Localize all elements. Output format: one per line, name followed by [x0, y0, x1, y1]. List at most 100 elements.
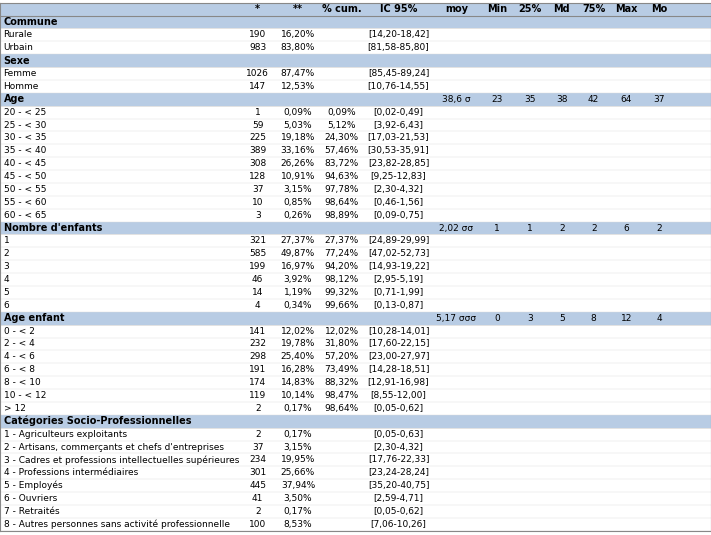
- Bar: [0, 479, 711, 492]
- Text: 97,78%: 97,78%: [324, 185, 359, 194]
- Text: 0,09%: 0,09%: [284, 108, 312, 117]
- Text: [8,55-12,00]: [8,55-12,00]: [370, 391, 427, 400]
- Bar: [0, 119, 711, 132]
- Text: 0,17%: 0,17%: [284, 507, 312, 516]
- Text: 37: 37: [252, 442, 264, 452]
- Text: 16,20%: 16,20%: [281, 30, 315, 40]
- Text: 26,26%: 26,26%: [281, 159, 315, 168]
- Text: 0: 0: [494, 314, 500, 323]
- Text: Min: Min: [487, 4, 507, 14]
- Text: 2: 2: [4, 249, 9, 258]
- Bar: [0, 363, 711, 376]
- Text: 3,15%: 3,15%: [284, 185, 312, 194]
- Text: [3,92-6,43]: [3,92-6,43]: [373, 120, 424, 129]
- Text: 49,87%: 49,87%: [281, 249, 315, 258]
- Text: 98,64%: 98,64%: [324, 198, 359, 207]
- Text: 88,32%: 88,32%: [324, 378, 359, 387]
- Text: [0,05-0,62]: [0,05-0,62]: [373, 404, 424, 413]
- Text: 0,17%: 0,17%: [284, 430, 312, 439]
- Text: 191: 191: [249, 365, 267, 374]
- Text: 2: 2: [559, 224, 565, 233]
- Text: [17,76-22,33]: [17,76-22,33]: [368, 455, 429, 464]
- Text: [0,09-0,75]: [0,09-0,75]: [373, 211, 424, 220]
- Bar: [0, 247, 711, 260]
- Text: 0,85%: 0,85%: [284, 198, 312, 207]
- Text: 3 - Cadres et professions intellectuelles supérieures: 3 - Cadres et professions intellectuelle…: [4, 455, 239, 464]
- Text: 42: 42: [588, 95, 599, 104]
- Text: *: *: [255, 4, 260, 14]
- Text: [10,28-14,01]: [10,28-14,01]: [368, 326, 429, 335]
- Bar: [0, 286, 711, 299]
- Text: [0,02-0,49]: [0,02-0,49]: [373, 108, 424, 117]
- Bar: [0, 183, 711, 196]
- Text: 7 - Retraités: 7 - Retraités: [4, 507, 59, 516]
- Text: 6: 6: [624, 224, 629, 233]
- Text: 5,17 σσσ: 5,17 σσσ: [437, 314, 476, 323]
- Text: 50 - < 55: 50 - < 55: [4, 185, 46, 194]
- Bar: [0, 260, 711, 273]
- Text: [30,53-35,91]: [30,53-35,91]: [368, 146, 429, 155]
- Text: 1: 1: [255, 108, 261, 117]
- Bar: [0, 299, 711, 312]
- Bar: [0, 67, 711, 80]
- Text: 73,49%: 73,49%: [324, 365, 359, 374]
- Text: [10,76-14,55]: [10,76-14,55]: [368, 82, 429, 91]
- Text: 8,53%: 8,53%: [284, 520, 312, 529]
- Bar: [0, 80, 711, 93]
- Text: **: **: [293, 4, 303, 14]
- Bar: [0, 3, 711, 16]
- Text: 234: 234: [250, 455, 266, 464]
- Text: 4 - Professions intermédiaires: 4 - Professions intermédiaires: [4, 468, 138, 477]
- Text: 83,80%: 83,80%: [281, 43, 315, 52]
- Text: 141: 141: [249, 326, 267, 335]
- Text: 190: 190: [249, 30, 267, 40]
- Text: 119: 119: [249, 391, 267, 400]
- Text: 4: 4: [255, 301, 260, 310]
- Text: 5,03%: 5,03%: [284, 120, 312, 129]
- Text: 3,15%: 3,15%: [284, 442, 312, 452]
- Text: 2: 2: [591, 224, 597, 233]
- Text: 25 - < 30: 25 - < 30: [4, 120, 46, 129]
- Text: 1: 1: [494, 224, 500, 233]
- Text: 12,53%: 12,53%: [281, 82, 315, 91]
- Text: [17,03-21,53]: [17,03-21,53]: [368, 133, 429, 142]
- Text: 14: 14: [252, 288, 263, 297]
- Text: 87,47%: 87,47%: [281, 69, 315, 78]
- Text: 75%: 75%: [582, 4, 605, 14]
- Text: 0 - < 2: 0 - < 2: [4, 326, 34, 335]
- Text: [2,30-4,32]: [2,30-4,32]: [373, 442, 424, 452]
- Text: [14,20-18,42]: [14,20-18,42]: [368, 30, 429, 40]
- Text: 4 - < 6: 4 - < 6: [4, 353, 34, 361]
- Text: 59: 59: [252, 120, 264, 129]
- Text: 0,34%: 0,34%: [284, 301, 312, 310]
- Text: 8: 8: [591, 314, 597, 323]
- Text: [0,13-0,87]: [0,13-0,87]: [373, 301, 424, 310]
- Bar: [0, 234, 711, 247]
- Text: Catégories Socio-Professionnelles: Catégories Socio-Professionnelles: [4, 416, 191, 426]
- Text: Commune: Commune: [4, 17, 58, 27]
- Text: 98,89%: 98,89%: [324, 211, 359, 220]
- Text: Homme: Homme: [4, 82, 39, 91]
- Text: 12: 12: [621, 314, 632, 323]
- Text: 1 - Agriculteurs exploitants: 1 - Agriculteurs exploitants: [4, 430, 127, 439]
- Bar: [0, 221, 711, 234]
- Text: 64: 64: [621, 95, 632, 104]
- Text: [23,00-27,97]: [23,00-27,97]: [368, 353, 429, 361]
- Text: 37: 37: [252, 185, 264, 194]
- Bar: [0, 16, 711, 28]
- Text: 5: 5: [4, 288, 9, 297]
- Text: 321: 321: [249, 236, 267, 246]
- Text: 98,47%: 98,47%: [324, 391, 359, 400]
- Text: 55 - < 60: 55 - < 60: [4, 198, 46, 207]
- Text: 23: 23: [491, 95, 503, 104]
- Text: Sexe: Sexe: [4, 56, 30, 66]
- Text: [2,95-5,19]: [2,95-5,19]: [373, 275, 424, 284]
- Text: 37: 37: [653, 95, 665, 104]
- Text: 5,12%: 5,12%: [327, 120, 356, 129]
- Text: IC 95%: IC 95%: [380, 4, 417, 14]
- Text: [47,02-52,73]: [47,02-52,73]: [368, 249, 429, 258]
- Text: 25,66%: 25,66%: [281, 468, 315, 477]
- Text: 5: 5: [559, 314, 565, 323]
- Text: 100: 100: [249, 520, 267, 529]
- Text: [23,24-28,24]: [23,24-28,24]: [368, 468, 429, 477]
